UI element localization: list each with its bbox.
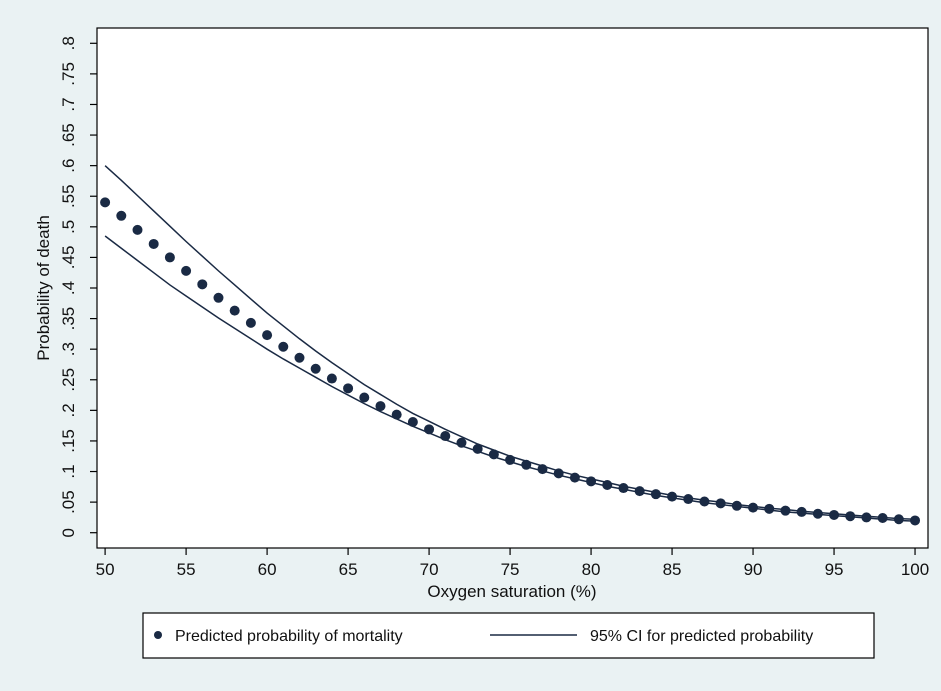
- y-tick-label: .45: [59, 246, 78, 270]
- y-tick-label: .75: [59, 62, 78, 86]
- y-tick-label: .1: [59, 464, 78, 478]
- data-point: [359, 392, 370, 403]
- data-point: [294, 352, 305, 363]
- data-point: [553, 468, 564, 479]
- data-point: [164, 252, 175, 263]
- y-axis: 0 .05 .1 .15 .2 .25 .3 .35 .4 .45 .5 .55 .6 .65 .7 .75.…: [59, 36, 97, 537]
- data-point: [602, 479, 613, 490]
- data-point: [375, 401, 386, 412]
- data-point: [245, 317, 256, 328]
- data-point: [569, 472, 580, 483]
- data-point: [440, 431, 451, 442]
- y-tick-label: .8: [59, 36, 78, 50]
- y-tick-label: .05: [59, 490, 78, 514]
- data-point: [505, 454, 516, 465]
- legend: Predicted probability of mortality 95% C…: [142, 612, 875, 659]
- x-tick-label: 90: [744, 560, 763, 579]
- data-point: [132, 224, 143, 235]
- data-point: [667, 491, 678, 502]
- y-tick-label: .35: [59, 307, 78, 331]
- data-point: [683, 494, 694, 505]
- data-point: [699, 496, 710, 507]
- x-tick-label: 50: [96, 560, 115, 579]
- series-layer: [100, 165, 921, 526]
- data-point: [893, 514, 904, 525]
- y-tick-label: 0: [59, 528, 78, 537]
- data-point: [197, 279, 208, 290]
- y-tick-label: .2: [59, 403, 78, 417]
- data-point: [731, 500, 742, 511]
- data-point: [100, 197, 111, 208]
- x-tick-label: 75: [501, 560, 520, 579]
- y-tick-label: .7: [59, 97, 78, 111]
- data-point: [278, 341, 289, 352]
- data-point: [780, 505, 791, 516]
- data-point: [796, 506, 807, 517]
- y-tick-label: .65: [59, 123, 78, 147]
- x-tick-label: 95: [825, 560, 844, 579]
- data-point: [634, 486, 645, 497]
- x-tick-label: 65: [339, 560, 358, 579]
- legend-label-ci: 95% CI for predicted probability: [590, 628, 813, 645]
- data-point: [812, 508, 823, 519]
- x-tick-label: 55: [177, 560, 196, 579]
- data-point: [877, 513, 888, 524]
- x-tick-label: 85: [663, 560, 682, 579]
- data-point: [407, 416, 418, 427]
- data-point: [181, 265, 192, 276]
- y-axis-title: Probability of death: [34, 215, 53, 361]
- legend-marker-predicted: [154, 631, 162, 639]
- y-tick-label: .15: [59, 429, 78, 453]
- y-tick-label: .4: [59, 281, 78, 295]
- data-point: [910, 515, 921, 526]
- data-point: [521, 459, 532, 470]
- y-tick-label: .3: [59, 342, 78, 356]
- plot-area: [96, 27, 929, 549]
- legend-label-predicted: Predicted probability of mortality: [175, 628, 403, 645]
- data-point: [310, 363, 321, 374]
- y-tick-label: .25: [59, 368, 78, 392]
- data-point: [148, 238, 159, 249]
- x-axis-title: Oxygen saturation (%): [427, 582, 596, 601]
- data-point: [472, 443, 483, 454]
- data-point: [618, 483, 629, 494]
- data-point: [213, 292, 224, 303]
- x-tick-label: 80: [582, 560, 601, 579]
- data-point: [748, 502, 759, 513]
- data-point: [715, 498, 726, 509]
- data-point: [456, 437, 467, 448]
- y-tick-label: .6: [59, 159, 78, 173]
- data-point: [488, 449, 499, 460]
- data-point: [764, 503, 775, 514]
- data-point: [326, 373, 337, 384]
- x-tick-label: 60: [258, 560, 277, 579]
- data-point: [829, 509, 840, 520]
- data-point: [391, 409, 402, 420]
- y-tick-label: .5: [59, 220, 78, 234]
- x-tick-label: 70: [420, 560, 439, 579]
- data-point: [424, 424, 435, 435]
- data-point: [262, 330, 273, 341]
- data-point: [116, 210, 127, 221]
- data-point: [650, 489, 661, 500]
- data-point: [537, 464, 548, 475]
- data-point: [229, 305, 240, 316]
- data-point: [861, 512, 872, 523]
- data-point: [343, 383, 354, 394]
- data-point: [586, 476, 597, 487]
- x-axis: 50 55 60 65 70 75 80 85 90 95 100: [96, 548, 929, 579]
- data-point: [845, 511, 856, 522]
- x-tick-label: 100: [901, 560, 929, 579]
- y-tick-label: .55: [59, 184, 78, 208]
